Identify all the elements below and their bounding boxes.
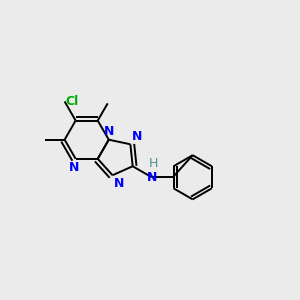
Text: N: N <box>114 177 124 190</box>
Text: H: H <box>148 157 158 170</box>
Text: N: N <box>103 125 114 138</box>
Text: Cl: Cl <box>66 95 79 108</box>
Text: N: N <box>147 171 157 184</box>
Text: N: N <box>69 160 80 174</box>
Text: N: N <box>132 130 142 142</box>
